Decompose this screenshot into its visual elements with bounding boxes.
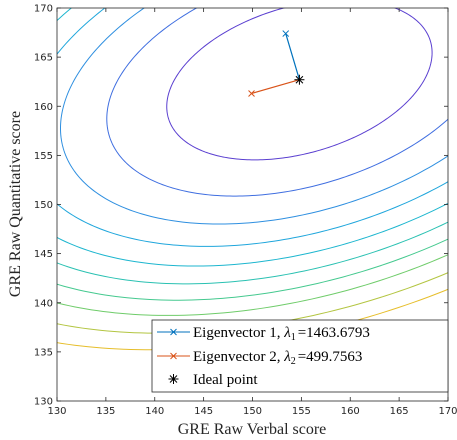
contour-line [57,8,448,247]
eigenvector-1-marker [282,30,290,37]
x-tick-label: 150 [243,406,262,417]
legend-eigenvector-2-index: 2 [291,356,296,367]
eigenvector-2-marker [248,90,255,97]
legend-ideal-point-label: Ideal point [193,372,258,388]
contour-lines [57,8,448,351]
x-tick-label: 140 [145,406,164,417]
contour-line [106,8,448,197]
y-tick-label: 160 [34,102,53,113]
contour-line [166,8,433,161]
eigenvector-2-line [251,79,300,95]
x-tick-label: 145 [194,406,213,417]
eigenvector-1-line [285,33,300,80]
x-tick-label: 135 [96,406,115,417]
legend-ideal-point-marker [168,374,179,384]
legend-eigenvector-1-value: =1463.6793 [298,325,370,341]
x-tick-label: 160 [341,406,360,417]
x-tick-label: 130 [47,406,66,417]
legend-eigenvector-2-value: =499.7563 [298,349,363,365]
y-axis-label: GRE Raw Quantitative score [7,111,24,297]
ideal-point-marker [294,74,305,85]
x-axis-ticks: 130 135 140 145 150 155 160 165 170 [47,8,457,417]
eigenvector-lines [248,30,305,97]
contour-line [59,8,448,225]
legend-eigenvector-1-marker [170,328,177,336]
y-tick-label: 135 [34,347,53,358]
x-axis-label: GRE Raw Verbal score [178,421,327,438]
x-tick-label: 165 [390,406,409,417]
contour-line [57,8,448,267]
y-tick-label: 130 [34,397,53,408]
legend-eigenvector-1-prefix: Eigenvector 1, [193,325,284,341]
y-tick-label: 170 [34,4,53,15]
legend-eigenvector-2-label: Eigenvector 2, λ2 =499.7563 [193,349,362,367]
y-tick-label: 155 [34,151,53,162]
legend-eigenvector-1-lambda: λ [283,325,291,341]
legend-eigenvector-1-label: Eigenvector 1, λ1 =1463.6793 [193,325,370,343]
legend-eigenvector-2-lambda: λ [283,349,291,365]
y-tick-label: 165 [34,53,53,64]
y-tick-label: 150 [34,200,53,211]
legend-box [151,319,449,393]
y-tick-label: 145 [34,249,53,260]
legend-eigenvector-1-index: 1 [291,332,296,343]
legend: Eigenvector 1, λ1 =1463.6793 Eigenvector … [151,319,449,393]
x-tick-label: 155 [292,406,311,417]
legend-eigenvector-2-marker [170,352,177,360]
y-tick-label: 140 [34,298,53,309]
x-tick-label: 170 [438,406,457,417]
legend-eigenvector-2-prefix: Eigenvector 2, [193,349,284,365]
y-axis-ticks: 130 135 140 145 150 155 160 165 170 [34,4,448,408]
